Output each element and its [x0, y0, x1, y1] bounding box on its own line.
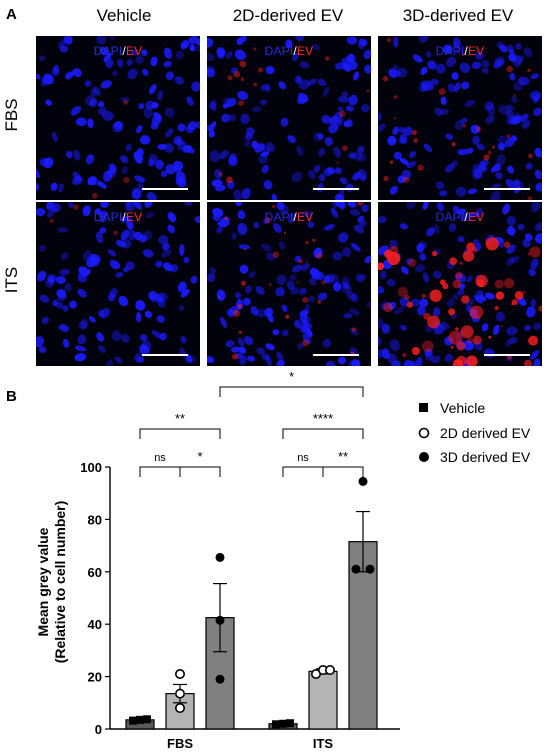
- significance-label: ns: [154, 452, 166, 464]
- stain-label: DAPI/EV: [435, 210, 485, 224]
- open-circle-marker-icon: [418, 427, 430, 439]
- data-point: [324, 665, 335, 676]
- stain-label: DAPI/EV: [264, 210, 314, 224]
- filled-circle-marker-icon: [419, 452, 429, 462]
- x-tick-label: FBS: [167, 736, 193, 751]
- square-marker-icon: [419, 403, 428, 412]
- panel-b-letter: B: [6, 388, 17, 405]
- nuclei: [36, 202, 200, 366]
- ev-signal: [218, 202, 364, 360]
- legend-item-vehicle: Vehicle: [418, 400, 485, 416]
- column-header-2d-ev: 2D-derived EV: [232, 6, 344, 25]
- column-header-3d-ev: 3D-derived EV: [402, 6, 514, 25]
- legend-label: 3D derived EV: [440, 449, 531, 465]
- scale-bar: [313, 188, 359, 190]
- row-header-fbs: FBS: [2, 98, 21, 132]
- data-point: [215, 552, 225, 562]
- scale-bar: [484, 354, 530, 356]
- nuclei: [207, 36, 371, 200]
- nuclei: [36, 36, 200, 200]
- y-axis-label: Mean grey value: [35, 527, 51, 636]
- data-point: [358, 476, 368, 486]
- legend-label: Vehicle: [440, 400, 486, 416]
- scale-bar: [142, 354, 188, 356]
- legend-item-2d-ev: 2D derived EV: [418, 425, 530, 441]
- significance-bracket: ****: [282, 411, 364, 439]
- scale-bar: [313, 354, 359, 356]
- y-tick-label: 40: [88, 617, 102, 632]
- data-point: [215, 615, 225, 625]
- significance-bracket: ns: [139, 452, 181, 477]
- stain-label: DAPI/EV: [93, 44, 143, 58]
- micrograph-fbs-vehicle: DAPI/EV: [36, 36, 200, 200]
- data-point: [175, 688, 186, 699]
- significance-label: **: [338, 449, 348, 464]
- stain-label: DAPI/EV: [435, 44, 485, 58]
- data-point: [286, 719, 294, 728]
- legend-item-3d-ev: 3D derived EV: [418, 449, 530, 465]
- y-axis-label-units: (Relative to cell number): [52, 501, 68, 664]
- scale-bar: [484, 188, 530, 190]
- data-point: [215, 674, 225, 684]
- stain-label: DAPI/EV: [93, 210, 143, 224]
- y-tick-label: 100: [80, 460, 102, 475]
- bar: [308, 670, 338, 730]
- ev-signal: [218, 47, 370, 184]
- legend-label: 2D derived EV: [440, 425, 531, 441]
- column-header-vehicle: Vehicle: [96, 6, 152, 25]
- row-header-its: ITS: [2, 266, 21, 294]
- ev-signal: [378, 237, 542, 366]
- scale-bar: [142, 188, 188, 190]
- data-point: [175, 668, 186, 679]
- data-point: [351, 564, 361, 574]
- x-tick-label: ITS: [313, 736, 334, 751]
- micrograph-fbs-3d-ev: DAPI/EV: [378, 36, 542, 200]
- micrograph-its-vehicle: DAPI/EV: [36, 202, 200, 366]
- micrograph-its-2d-ev: DAPI/EV: [207, 202, 371, 366]
- significance-bracket: **: [139, 411, 221, 439]
- data-point: [136, 715, 144, 724]
- micrograph-its-3d-ev: DAPI/EV: [378, 202, 542, 366]
- ev-signal: [382, 38, 533, 200]
- significance-label: ns: [297, 452, 309, 464]
- significance-label: **: [175, 411, 185, 426]
- data-point: [175, 703, 186, 714]
- significance-bracket: *: [179, 449, 221, 477]
- data-point: [143, 715, 151, 724]
- data-point: [279, 719, 287, 728]
- significance-bracket: *: [219, 372, 364, 397]
- micrograph-fbs-2d-ev: DAPI/EV: [207, 36, 371, 200]
- ev-signal: [49, 204, 118, 235]
- data-point: [365, 564, 375, 574]
- significance-label: *: [289, 372, 294, 384]
- y-tick-label: 80: [88, 512, 102, 527]
- y-tick-label: 20: [88, 670, 102, 685]
- significance-bracket: **: [322, 449, 364, 477]
- data-point: [272, 720, 280, 729]
- y-tick-label: 60: [88, 565, 102, 580]
- y-tick-label: 0: [95, 722, 102, 737]
- significance-label: *: [197, 449, 202, 464]
- panel-a-letter: A: [6, 6, 17, 23]
- significance-bracket: ns: [282, 452, 324, 477]
- nuclei: [207, 202, 371, 366]
- nuclei: [378, 36, 542, 200]
- data-point: [129, 716, 137, 725]
- significance-label: ****: [313, 411, 333, 426]
- stain-label: DAPI/EV: [264, 44, 314, 58]
- ev-signal: [92, 99, 130, 199]
